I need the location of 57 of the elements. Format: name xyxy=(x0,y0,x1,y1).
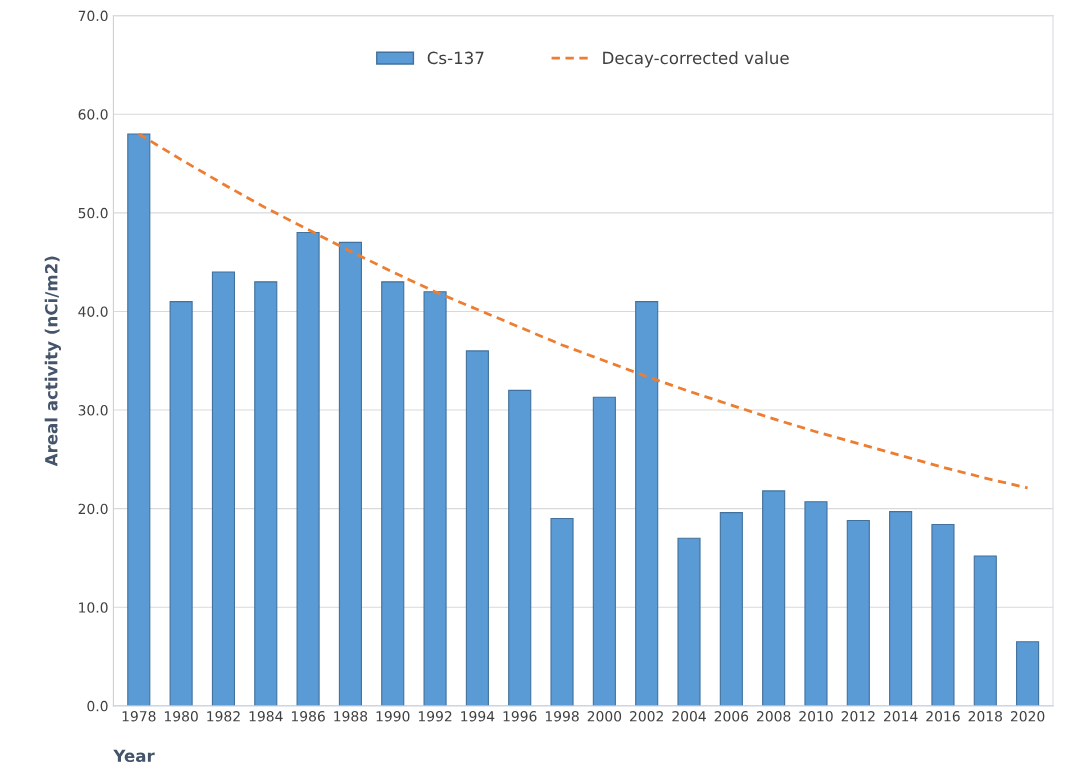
bar xyxy=(381,281,405,706)
x-tick-label: 1992 xyxy=(418,711,452,722)
x-tick-label: 2018 xyxy=(968,711,1002,722)
x-axis-title: Year xyxy=(113,749,155,763)
x-tick-label: 1982 xyxy=(207,711,240,722)
bar xyxy=(1016,641,1040,706)
bar xyxy=(889,511,913,706)
bar xyxy=(804,501,828,706)
y-tick-label: 50.0 xyxy=(78,207,108,219)
x-tick-label: 1986 xyxy=(291,711,325,722)
x-tick-label: 1996 xyxy=(503,711,537,722)
bar xyxy=(338,241,362,706)
x-tick-label: 1980 xyxy=(164,711,198,722)
y-tick-label: 0.0 xyxy=(87,700,108,712)
x-tick-label: 1998 xyxy=(545,711,579,722)
x-tick-label: 1994 xyxy=(461,711,495,722)
x-tick-label: 2014 xyxy=(883,711,918,722)
x-tick-label: 1978 xyxy=(122,711,156,722)
x-tick-label: 2008 xyxy=(757,711,791,722)
x-tick-label: 2010 xyxy=(799,711,833,722)
bar xyxy=(296,231,320,706)
bar xyxy=(677,537,701,706)
bar xyxy=(592,396,616,706)
x-tick-label: 2006 xyxy=(714,711,749,722)
bar xyxy=(635,301,659,706)
y-tick-label: 20.0 xyxy=(78,503,108,515)
y-tick-label: 30.0 xyxy=(78,405,108,416)
bar xyxy=(508,389,532,706)
x-tick-label: 2020 xyxy=(1010,711,1045,722)
x-tick-label: 2016 xyxy=(926,711,960,722)
y-tick-label: 40.0 xyxy=(78,306,108,317)
y-tick-label: 60.0 xyxy=(78,109,108,120)
x-tick-label: 1988 xyxy=(334,711,368,722)
legend-label: Decay-corrected value xyxy=(603,51,789,68)
x-tick-label: 1990 xyxy=(376,711,410,722)
y-tick-label: 10.0 xyxy=(79,602,108,613)
bar xyxy=(762,490,786,706)
bar xyxy=(127,133,151,706)
bar xyxy=(465,350,489,706)
bar xyxy=(973,555,997,706)
bar xyxy=(931,523,955,706)
x-tick-label: 2002 xyxy=(630,711,663,722)
bar xyxy=(211,271,236,706)
bar xyxy=(846,519,870,706)
bar xyxy=(254,281,278,706)
bar xyxy=(719,512,743,706)
y-axis-title: Areal activity (nCi/m2) xyxy=(44,256,61,467)
x-tick-label: 2012 xyxy=(841,711,875,722)
bar xyxy=(550,517,574,706)
legend-label: Cs-137 xyxy=(427,51,484,65)
x-tick-label: 2004 xyxy=(672,711,706,722)
bar xyxy=(169,301,193,706)
x-tick-label: 2000 xyxy=(587,711,622,722)
x-tick-label: 1984 xyxy=(249,711,283,722)
bar xyxy=(423,291,447,706)
y-tick-label: 70.0 xyxy=(78,10,108,22)
line-series xyxy=(137,132,1029,490)
